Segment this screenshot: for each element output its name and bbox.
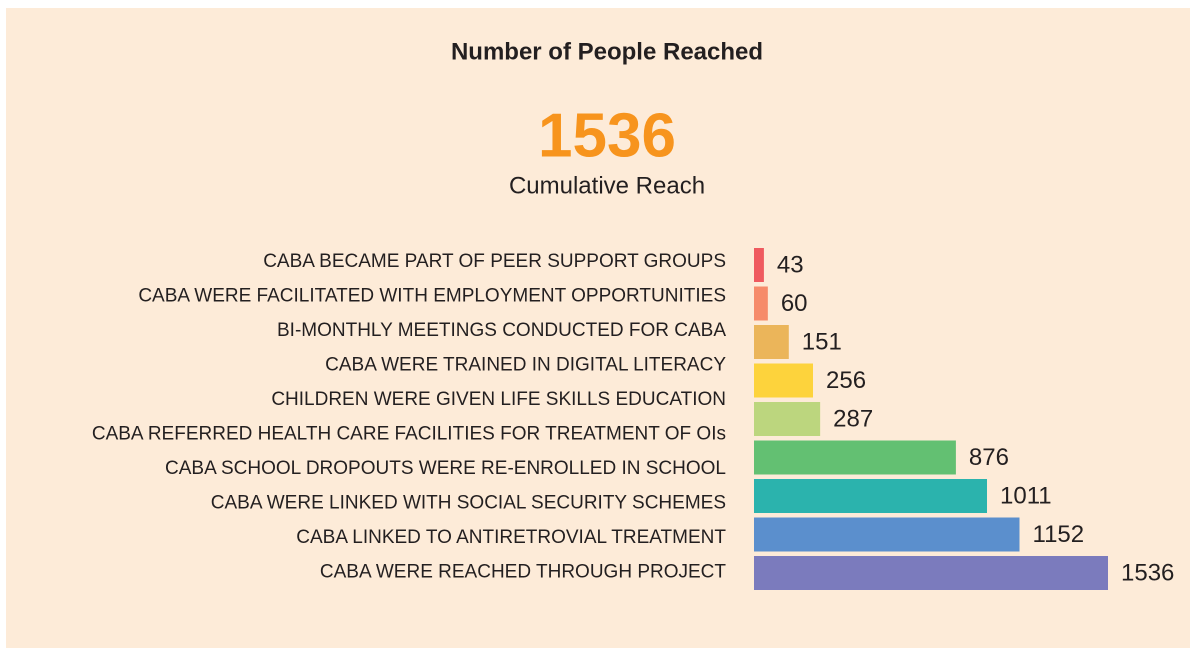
value-label: 876 — [969, 444, 1009, 471]
value-label: 256 — [826, 367, 866, 394]
value-label: 1011 — [1000, 482, 1052, 509]
bar — [754, 325, 789, 359]
value-label: 1536 — [1121, 559, 1174, 586]
bar — [754, 440, 956, 475]
value-label: 287 — [833, 405, 873, 432]
value-label: 43 — [777, 251, 804, 278]
value-label: 151 — [802, 328, 842, 355]
bar — [754, 363, 813, 398]
bar — [754, 479, 988, 513]
row-label: CABA WERE FACILITATED WITH EMPLOYMENT OP… — [138, 286, 726, 307]
chart-title: Number of People Reached — [451, 38, 763, 65]
row-label: CABA BECAME PART OF PEER SUPPORT GROUPS — [263, 251, 726, 272]
headline-label: Cumulative Reach — [509, 172, 705, 199]
row-label: CABA WERE TRAINED IN DIGITAL LITERACY — [325, 355, 726, 376]
value-label: 60 — [781, 290, 808, 317]
row-label: CABA WERE LINKED WITH SOCIAL SECURITY SC… — [211, 493, 726, 514]
bar — [754, 517, 1020, 552]
headline-number: 1536 — [538, 101, 676, 170]
bar — [754, 556, 1108, 590]
bar — [754, 286, 768, 321]
bar — [754, 402, 821, 436]
row-label: CHILDREN WERE GIVEN LIFE SKILLS EDUCATIO… — [271, 389, 726, 410]
value-label: 1152 — [1033, 521, 1085, 548]
row-label: CABA LINKED TO ANTIRETROVIAL TREATMENT — [296, 527, 726, 548]
row-label: CABA SCHOOL DROPOUTS WERE RE-ENROLLED IN… — [165, 458, 726, 479]
row-label: CABA WERE REACHED THROUGH PROJECT — [320, 562, 726, 583]
row-label: BI-MONTHLY MEETINGS CONDUCTED FOR CABA — [277, 320, 726, 341]
row-label: CABA REFERRED HEALTH CARE FACILITIES FOR… — [92, 424, 726, 445]
bar — [754, 248, 764, 282]
